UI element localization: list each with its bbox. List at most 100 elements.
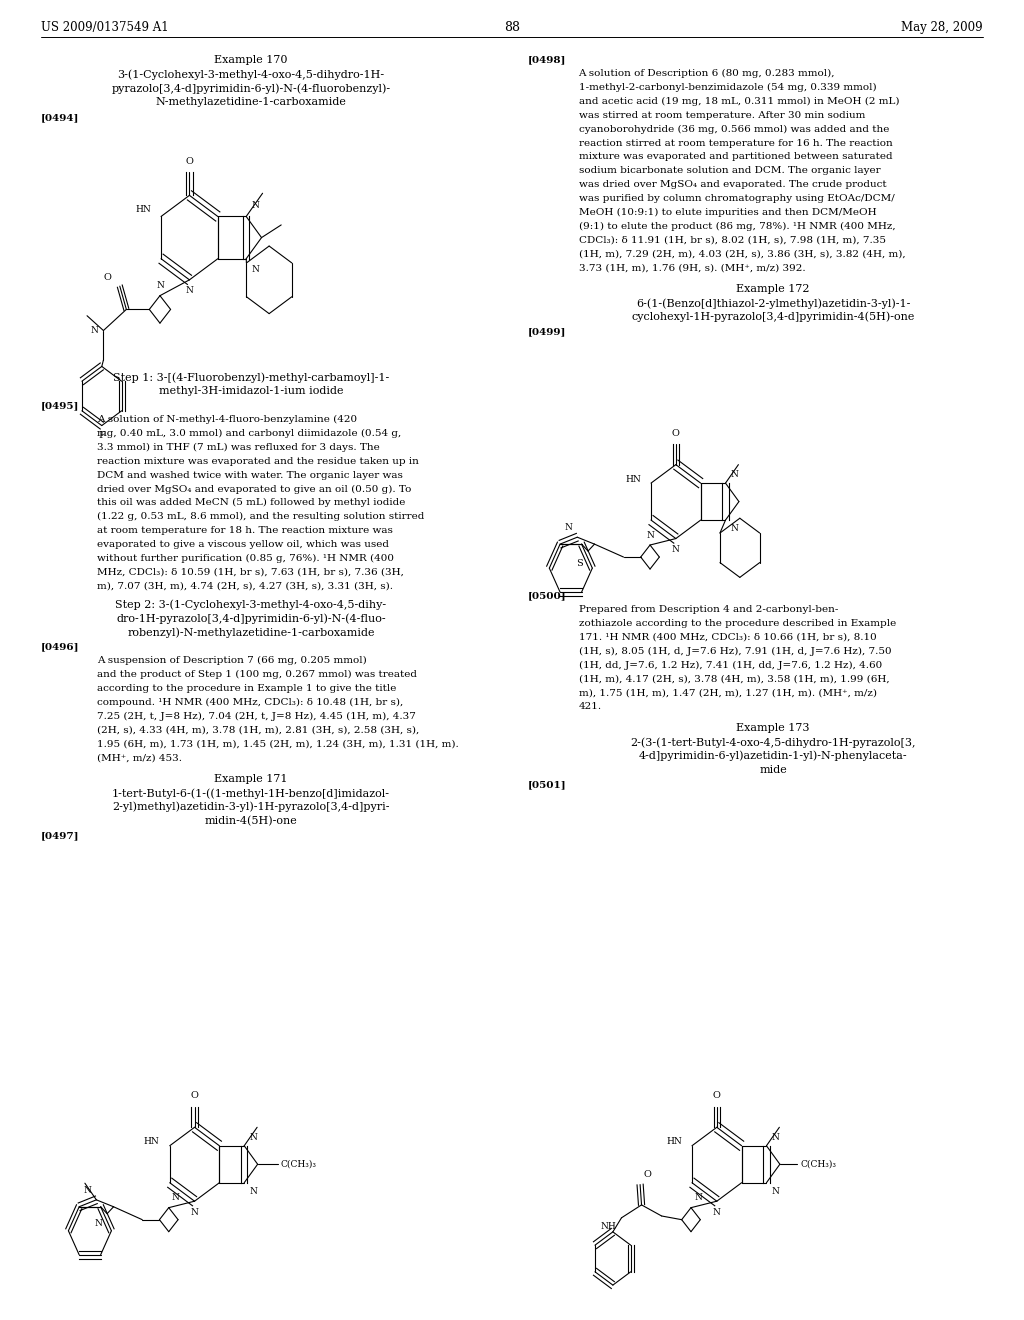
Text: (1H, s), 8.05 (1H, d, J=7.6 Hz), 7.91 (1H, d, J=7.6 Hz), 7.50: (1H, s), 8.05 (1H, d, J=7.6 Hz), 7.91 (1… [579, 647, 891, 656]
Text: N: N [694, 1193, 701, 1203]
Text: F: F [98, 430, 105, 440]
Text: cyclohexyl-1H-pyrazolo[3,4-d]pyrimidin-4(5H)-one: cyclohexyl-1H-pyrazolo[3,4-d]pyrimidin-4… [632, 312, 914, 322]
Text: 7.25 (2H, t, J=8 Hz), 7.04 (2H, t, J=8 Hz), 4.45 (1H, m), 4.37: 7.25 (2H, t, J=8 Hz), 7.04 (2H, t, J=8 H… [97, 711, 416, 721]
Text: 1-tert-Butyl-6-(1-((1-methyl-1H-benzo[d]imidazol-: 1-tert-Butyl-6-(1-((1-methyl-1H-benzo[d]… [112, 788, 390, 799]
Text: N-methylazetidine-1-carboxamide: N-methylazetidine-1-carboxamide [156, 96, 346, 107]
Text: 1-methyl-2-carbonyl-benzimidazole (54 mg, 0.339 mmol): 1-methyl-2-carbonyl-benzimidazole (54 mg… [579, 83, 877, 92]
Text: sodium bicarbonate solution and DCM. The organic layer: sodium bicarbonate solution and DCM. The… [579, 166, 881, 176]
Text: 6-(1-(Benzo[d]thiazol-2-ylmethyl)azetidin-3-yl)-1-: 6-(1-(Benzo[d]thiazol-2-ylmethyl)azetidi… [636, 298, 910, 309]
Text: reaction stirred at room temperature for 16 h. The reaction: reaction stirred at room temperature for… [579, 139, 892, 148]
Text: [0499]: [0499] [527, 327, 565, 337]
Text: (2H, s), 4.33 (4H, m), 3.78 (1H, m), 2.81 (3H, s), 2.58 (3H, s),: (2H, s), 4.33 (4H, m), 3.78 (1H, m), 2.8… [97, 726, 420, 735]
Text: N: N [249, 1133, 257, 1142]
Text: (MH⁺, m/z) 453.: (MH⁺, m/z) 453. [97, 754, 182, 763]
Text: evaporated to give a viscous yellow oil, which was used: evaporated to give a viscous yellow oil,… [97, 540, 389, 549]
Text: O: O [643, 1171, 651, 1179]
Text: N: N [190, 1208, 199, 1217]
Text: this oil was added MeCN (5 mL) followed by methyl iodide: this oil was added MeCN (5 mL) followed … [97, 499, 406, 507]
Text: US 2009/0137549 A1: US 2009/0137549 A1 [41, 21, 169, 34]
Text: mixture was evaporated and partitioned between saturated: mixture was evaporated and partitioned b… [579, 152, 892, 161]
Text: 2-yl)methyl)azetidin-3-yl)-1H-pyrazolo[3,4-d]pyri-: 2-yl)methyl)azetidin-3-yl)-1H-pyrazolo[3… [113, 801, 389, 813]
Text: [0501]: [0501] [527, 780, 566, 789]
Text: A solution of Description 6 (80 mg, 0.283 mmol),: A solution of Description 6 (80 mg, 0.28… [579, 69, 835, 78]
Text: was stirred at room temperature. After 30 min sodium: was stirred at room temperature. After 3… [579, 111, 865, 120]
Text: mg, 0.40 mL, 3.0 mmol) and carbonyl diimidazole (0.54 g,: mg, 0.40 mL, 3.0 mmol) and carbonyl diim… [97, 429, 401, 438]
Text: (1H, m), 4.17 (2H, s), 3.78 (4H, m), 3.58 (1H, m), 1.99 (6H,: (1H, m), 4.17 (2H, s), 3.78 (4H, m), 3.5… [579, 675, 889, 684]
Text: CDCl₃): δ 11.91 (1H, br s), 8.02 (1H, s), 7.98 (1H, m), 7.35: CDCl₃): δ 11.91 (1H, br s), 8.02 (1H, s)… [579, 235, 886, 244]
Text: Example 173: Example 173 [736, 723, 810, 733]
Text: NH: NH [601, 1222, 616, 1230]
Text: DCM and washed twice with water. The organic layer was: DCM and washed twice with water. The org… [97, 471, 403, 479]
Text: Example 170: Example 170 [214, 55, 288, 66]
Text: N: N [713, 1208, 721, 1217]
Text: 3-(1-Cyclohexyl-3-methyl-4-oxo-4,5-dihydro-1H-: 3-(1-Cyclohexyl-3-methyl-4-oxo-4,5-dihyd… [118, 69, 384, 81]
Text: 421.: 421. [579, 702, 602, 711]
Text: O: O [190, 1092, 199, 1101]
Text: 2-(3-(1-tert-Butyl-4-oxo-4,5-dihydro-1H-pyrazolo[3,: 2-(3-(1-tert-Butyl-4-oxo-4,5-dihydro-1H-… [631, 737, 915, 747]
Text: without further purification (0.85 g, 76%). ¹H NMR (400: without further purification (0.85 g, 76… [97, 554, 394, 562]
Text: reaction mixture was evaporated and the residue taken up in: reaction mixture was evaporated and the … [97, 457, 419, 466]
Text: 4-d]pyrimidin-6-yl)azetidin-1-yl)-N-phenylaceta-: 4-d]pyrimidin-6-yl)azetidin-1-yl)-N-phen… [639, 751, 907, 762]
Text: N: N [646, 531, 654, 540]
Text: C(CH₃)₃: C(CH₃)₃ [281, 1160, 316, 1168]
Text: N: N [672, 545, 680, 554]
Text: HN: HN [135, 206, 151, 214]
Text: m), 1.75 (1H, m), 1.47 (2H, m), 1.27 (1H, m). (MH⁺, m/z): m), 1.75 (1H, m), 1.47 (2H, m), 1.27 (1H… [579, 689, 877, 697]
Text: [0500]: [0500] [527, 591, 566, 601]
Text: robenzyl)-N-methylazetidine-1-carboxamide: robenzyl)-N-methylazetidine-1-carboxamid… [127, 627, 375, 638]
Text: (9:1) to elute the product (86 mg, 78%). ¹H NMR (400 MHz,: (9:1) to elute the product (86 mg, 78%).… [579, 222, 895, 231]
Text: at room temperature for 18 h. The reaction mixture was: at room temperature for 18 h. The reacti… [97, 527, 393, 535]
Text: 171. ¹H NMR (400 MHz, CDCl₃): δ 10.66 (1H, br s), 8.10: 171. ¹H NMR (400 MHz, CDCl₃): δ 10.66 (1… [579, 634, 877, 642]
Text: was dried over MgSO₄ and evaporated. The crude product: was dried over MgSO₄ and evaporated. The… [579, 180, 886, 189]
Text: S: S [577, 558, 583, 568]
Text: N: N [771, 1187, 779, 1196]
Text: N: N [172, 1193, 179, 1203]
Text: N: N [94, 1218, 102, 1228]
Text: cyanoborohydride (36 mg, 0.566 mmol) was added and the: cyanoborohydride (36 mg, 0.566 mmol) was… [579, 124, 889, 133]
Text: 3.3 mmol) in THF (7 mL) was refluxed for 3 days. The: 3.3 mmol) in THF (7 mL) was refluxed for… [97, 444, 380, 451]
Text: [0495]: [0495] [41, 401, 79, 411]
Text: Example 172: Example 172 [736, 284, 810, 294]
Text: [0496]: [0496] [41, 643, 80, 652]
Text: (1H, m), 7.29 (2H, m), 4.03 (2H, s), 3.86 (3H, s), 3.82 (4H, m),: (1H, m), 7.29 (2H, m), 4.03 (2H, s), 3.8… [579, 249, 905, 259]
Text: and acetic acid (19 mg, 18 mL, 0.311 mmol) in MeOH (2 mL): and acetic acid (19 mg, 18 mL, 0.311 mmo… [579, 96, 899, 106]
Text: 88: 88 [504, 21, 520, 34]
Text: mide: mide [759, 764, 787, 775]
Text: Example 171: Example 171 [214, 774, 288, 784]
Text: compound. ¹H NMR (400 MHz, CDCl₃): δ 10.48 (1H, br s),: compound. ¹H NMR (400 MHz, CDCl₃): δ 10.… [97, 698, 403, 708]
Text: HN: HN [666, 1138, 682, 1146]
Text: (1.22 g, 0.53 mL, 8.6 mmol), and the resulting solution stirred: (1.22 g, 0.53 mL, 8.6 mmol), and the res… [97, 512, 425, 521]
Text: HN: HN [625, 475, 641, 483]
Text: N: N [185, 286, 194, 296]
Text: methyl-3H-imidazol-1-ium iodide: methyl-3H-imidazol-1-ium iodide [159, 385, 343, 396]
Text: zothiazole according to the procedure described in Example: zothiazole according to the procedure de… [579, 619, 896, 628]
Text: O: O [185, 157, 194, 165]
Text: C(CH₃)₃: C(CH₃)₃ [800, 1160, 837, 1168]
Text: O: O [713, 1092, 721, 1101]
Text: O: O [672, 429, 680, 438]
Text: N: N [730, 524, 738, 533]
Text: dro-1H-pyrazolo[3,4-d]pyrimidin-6-yl)-N-(4-fluo-: dro-1H-pyrazolo[3,4-d]pyrimidin-6-yl)-N-… [116, 614, 386, 624]
Text: A suspension of Description 7 (66 mg, 0.205 mmol): A suspension of Description 7 (66 mg, 0.… [97, 656, 367, 665]
Text: N: N [83, 1185, 91, 1195]
Text: MeOH (10:9:1) to elute impurities and then DCM/MeOH: MeOH (10:9:1) to elute impurities and th… [579, 207, 877, 216]
Text: N: N [156, 281, 164, 290]
Text: [0498]: [0498] [527, 55, 565, 65]
Text: pyrazolo[3,4-d]pyrimidin-6-yl)-N-(4-fluorobenzyl)-: pyrazolo[3,4-d]pyrimidin-6-yl)-N-(4-fluo… [112, 83, 390, 94]
Text: A solution of N-methyl-4-fluoro-benzylamine (420: A solution of N-methyl-4-fluoro-benzylam… [97, 416, 357, 424]
Text: HN: HN [143, 1138, 160, 1146]
Text: 3.73 (1H, m), 1.76 (9H, s). (MH⁺, m/z) 392.: 3.73 (1H, m), 1.76 (9H, s). (MH⁺, m/z) 3… [579, 263, 805, 272]
Text: according to the procedure in Example 1 to give the title: according to the procedure in Example 1 … [97, 684, 396, 693]
Text: N: N [90, 326, 98, 335]
Text: Step 1: 3-[(4-Fluorobenzyl)-methyl-carbamoyl]-1-: Step 1: 3-[(4-Fluorobenzyl)-methyl-carba… [113, 372, 389, 383]
Text: and the product of Step 1 (100 mg, 0.267 mmol) was treated: and the product of Step 1 (100 mg, 0.267… [97, 671, 418, 680]
Text: N: N [771, 1133, 779, 1142]
Text: O: O [103, 273, 112, 282]
Text: N: N [251, 201, 259, 210]
Text: [0494]: [0494] [41, 114, 79, 123]
Text: was purified by column chromatography using EtOAc/DCM/: was purified by column chromatography us… [579, 194, 894, 203]
Text: [0497]: [0497] [41, 832, 80, 840]
Text: May 28, 2009: May 28, 2009 [901, 21, 983, 34]
Text: MHz, CDCl₃): δ 10.59 (1H, br s), 7.63 (1H, br s), 7.36 (3H,: MHz, CDCl₃): δ 10.59 (1H, br s), 7.63 (1… [97, 568, 404, 577]
Text: N: N [564, 523, 572, 532]
